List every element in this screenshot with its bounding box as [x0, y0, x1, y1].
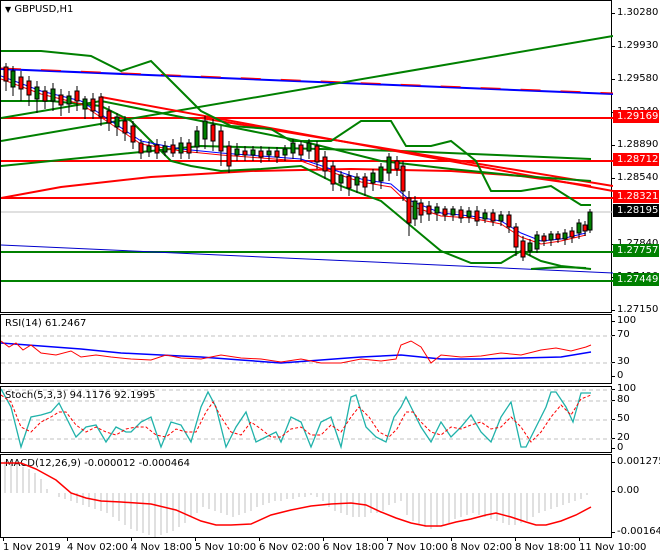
price-tick: 1.28540: [617, 172, 659, 183]
time-label: 8 Nov 02:00: [451, 537, 513, 553]
stoch-signal-line: [1, 394, 592, 443]
rsi-line: [1, 340, 592, 364]
bollinger-upper: [1, 50, 591, 206]
time-axis[interactable]: 1 Nov 2019 4 Nov 02:00 4 Nov 18:00 5 Nov…: [0, 537, 660, 560]
rising-trend-line: [1, 35, 613, 142]
price-tick: 1.28890: [617, 139, 659, 150]
price-tag-resistance-3: 1.28321: [613, 190, 659, 203]
price-tag-support-2: 1.27449: [613, 273, 659, 286]
time-label: 1 Nov 2019: [3, 537, 61, 553]
stoch-tick: 80: [617, 394, 630, 405]
time-label: 5 Nov 10:00: [195, 537, 257, 553]
price-tick: 1.29930: [617, 40, 659, 51]
macd-plot: [1, 461, 592, 537]
rsi-tick: 30: [617, 356, 630, 367]
macd-panel[interactable]: MACD(12,26,9) -0.000012 -0.000464: [0, 454, 612, 538]
rsi-axis: 100 70 30 0: [612, 314, 660, 384]
chart-title[interactable]: ▼ GBPUSD,H1: [5, 4, 73, 15]
rsi-panel[interactable]: RSI(14) 61.2467: [0, 314, 613, 384]
bollinger-lower: [1, 100, 592, 270]
price-tick: 1.27150: [617, 304, 659, 315]
price-plot: [1, 35, 613, 282]
stochastic-panel[interactable]: Stoch(5,3,3) 94.1176 92.1995: [0, 386, 613, 453]
price-tag-resistance-1: 1.29169: [613, 110, 659, 123]
rsi-tick: 100: [617, 315, 637, 326]
macd-signal-line: [1, 462, 592, 527]
upper-trend-line: [1, 68, 613, 95]
macd-title: MACD(12,26,9) -0.000012 -0.000464: [5, 458, 190, 469]
price-tick: 1.29580: [617, 73, 659, 84]
time-label: 4 Nov 02:00: [67, 537, 129, 553]
macd-axis: 0.001275 0.00 -0.001642: [612, 454, 660, 538]
time-label: 6 Nov 18:00: [323, 537, 385, 553]
time-label: 11 Nov 10:00: [579, 537, 647, 553]
stoch-axis: 100 80 50 20 0: [612, 383, 660, 453]
time-label: 6 Nov 02:00: [259, 537, 321, 553]
stoch-tick: 20: [617, 432, 630, 443]
rsi-title: RSI(14) 61.2467: [5, 318, 87, 329]
price-tick: 1.30280: [617, 7, 659, 18]
stoch-tick: 50: [617, 413, 630, 424]
macd-tick: 0.00: [617, 485, 640, 496]
macd-tick: -0.001642: [617, 526, 660, 537]
symbol-timeframe-label: GBPUSD,H1: [14, 4, 74, 15]
price-tick: 1.27840: [612, 238, 658, 249]
price-axis[interactable]: 1.30280 1.29930 1.29580 1.29240 1.28890 …: [612, 0, 660, 315]
current-price-tag: 1.28195: [613, 204, 659, 217]
time-label: 8 Nov 18:00: [515, 537, 577, 553]
macd-tick: 0.001275: [617, 456, 660, 467]
stoch-plot: [1, 388, 613, 450]
time-label: 4 Nov 18:00: [131, 537, 193, 553]
price-tag-resistance-2: 1.28712: [613, 153, 659, 166]
stoch-main-line: [1, 388, 591, 450]
time-label: 7 Nov 10:00: [387, 537, 449, 553]
blue-trend-line: [1, 244, 613, 274]
price-tag-support-1: 1.27757: [613, 244, 659, 257]
rsi-tick: 70: [617, 329, 630, 340]
stoch-title: Stoch(5,3,3) 94.1176 92.1995: [5, 390, 156, 401]
candlesticks: [3, 63, 593, 261]
dropdown-triangle-icon[interactable]: ▼: [5, 5, 12, 14]
rsi-plot: [1, 335, 613, 364]
stoch-tick: 0: [617, 442, 624, 453]
stoch-tick: 100: [617, 383, 637, 394]
rsi-signal-line: [1, 342, 592, 364]
price-chart-panel[interactable]: ▼ GBPUSD,H1: [0, 0, 613, 313]
macd-histogram: [4, 461, 588, 537]
rsi-tick: 0: [617, 370, 624, 381]
